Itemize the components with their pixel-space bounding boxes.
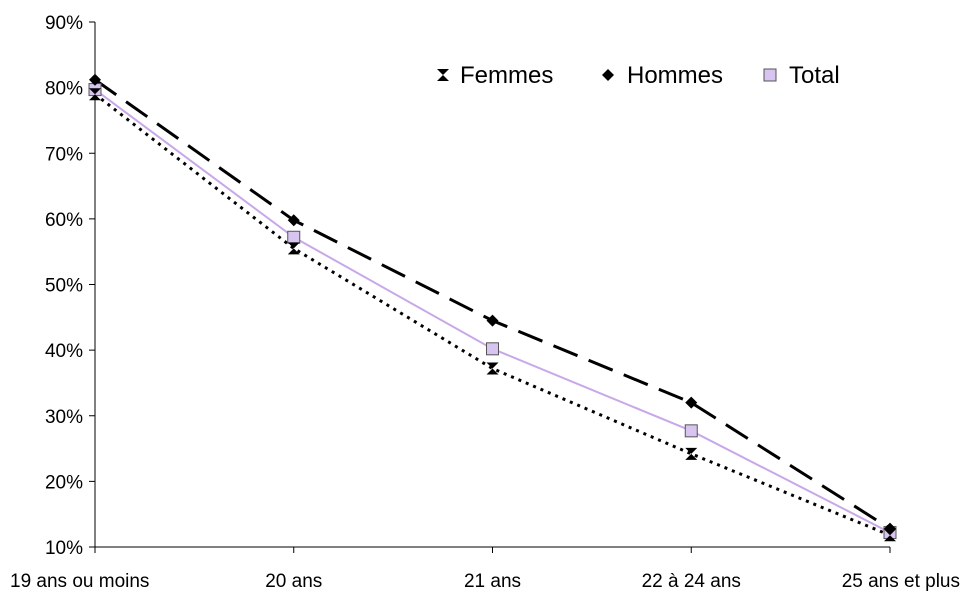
x-tick-label: 25 ans et plus <box>842 571 960 592</box>
data-point-femmes <box>486 362 499 375</box>
data-point-femmes <box>884 529 896 542</box>
legend-label-hommes: Hommes <box>627 62 723 89</box>
y-tick-label: 40% <box>45 341 83 362</box>
legend-label-total: Total <box>789 62 840 89</box>
data-point-femmes <box>685 447 698 460</box>
y-tick-label: 90% <box>45 13 83 34</box>
legend-marker-femmes <box>437 69 449 81</box>
data-point-hommes <box>287 214 300 227</box>
y-tick-label: 50% <box>45 276 83 297</box>
y-tick-label: 80% <box>45 79 83 100</box>
x-axis: 19 ans ou moins 20 ans 21 ans 22 à 24 ans 25… <box>10 546 960 592</box>
series-line-hommes <box>94 78 891 530</box>
data-point-femmes <box>89 88 101 101</box>
y-tick-label: 10% <box>45 538 83 559</box>
y-tick-label: 70% <box>45 144 83 165</box>
x-tick-label: 21 ans <box>464 571 521 592</box>
x-tick-label: 22 à 24 ans <box>642 571 741 592</box>
data-point-hommes <box>89 73 101 86</box>
series-lines <box>88 73 897 542</box>
data-point-total <box>684 424 698 438</box>
legend-label-femmes: Femmes <box>460 62 553 89</box>
y-tick-label: 20% <box>45 472 83 493</box>
data-point-total <box>287 230 301 244</box>
data-point-hommes <box>685 396 698 409</box>
data-point-femmes <box>287 242 300 255</box>
data-point-total <box>486 342 499 356</box>
x-tick-label: 20 ans <box>265 571 322 592</box>
y-tick-label: 60% <box>45 210 83 231</box>
legend: Femmes Hommes Total <box>437 62 840 89</box>
series-line-total <box>94 88 891 534</box>
legend-marker-total <box>763 68 777 82</box>
y-axis: 10% 20% 30% 40% 50% 60% 70% 80% 90% <box>45 13 96 559</box>
x-tick-label: 19 ans ou moins <box>10 571 149 592</box>
legend-marker-hommes <box>602 69 614 81</box>
data-point-hommes <box>486 314 499 327</box>
data-point-hommes <box>884 522 896 535</box>
y-tick-label: 30% <box>45 407 83 428</box>
